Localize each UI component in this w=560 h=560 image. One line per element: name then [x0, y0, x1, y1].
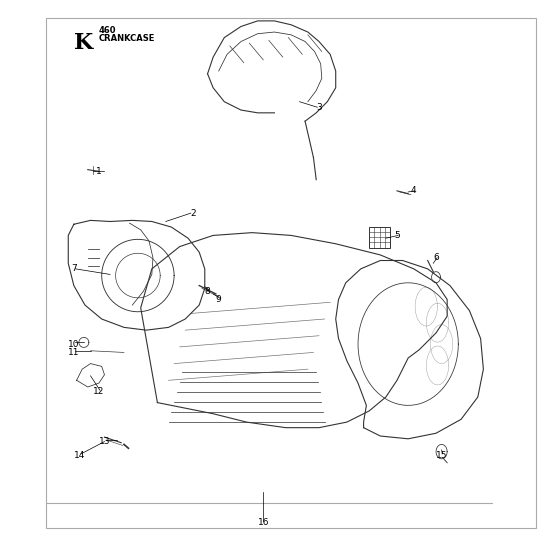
Text: 11: 11 [68, 348, 80, 357]
Text: 8: 8 [205, 287, 211, 296]
Text: 16: 16 [258, 518, 269, 527]
Text: K: K [74, 32, 93, 54]
Text: 9: 9 [216, 295, 222, 304]
Text: 2: 2 [191, 209, 197, 218]
Bar [46, 18, 536, 528]
Text: 14: 14 [74, 451, 85, 460]
Text: 4: 4 [411, 186, 417, 195]
Text: 3: 3 [316, 103, 322, 112]
Text: CRANKCASE: CRANKCASE [99, 34, 155, 43]
Text: 6: 6 [433, 253, 439, 262]
Text: 10: 10 [68, 339, 80, 348]
Text: 460: 460 [99, 26, 116, 35]
Text: 12: 12 [93, 387, 105, 396]
Text: 1: 1 [96, 167, 102, 176]
Text: 15: 15 [436, 451, 447, 460]
Text: 13: 13 [99, 437, 110, 446]
Text: 7: 7 [71, 264, 77, 273]
Bar [369, 226, 390, 248]
Text: 5: 5 [394, 231, 400, 240]
